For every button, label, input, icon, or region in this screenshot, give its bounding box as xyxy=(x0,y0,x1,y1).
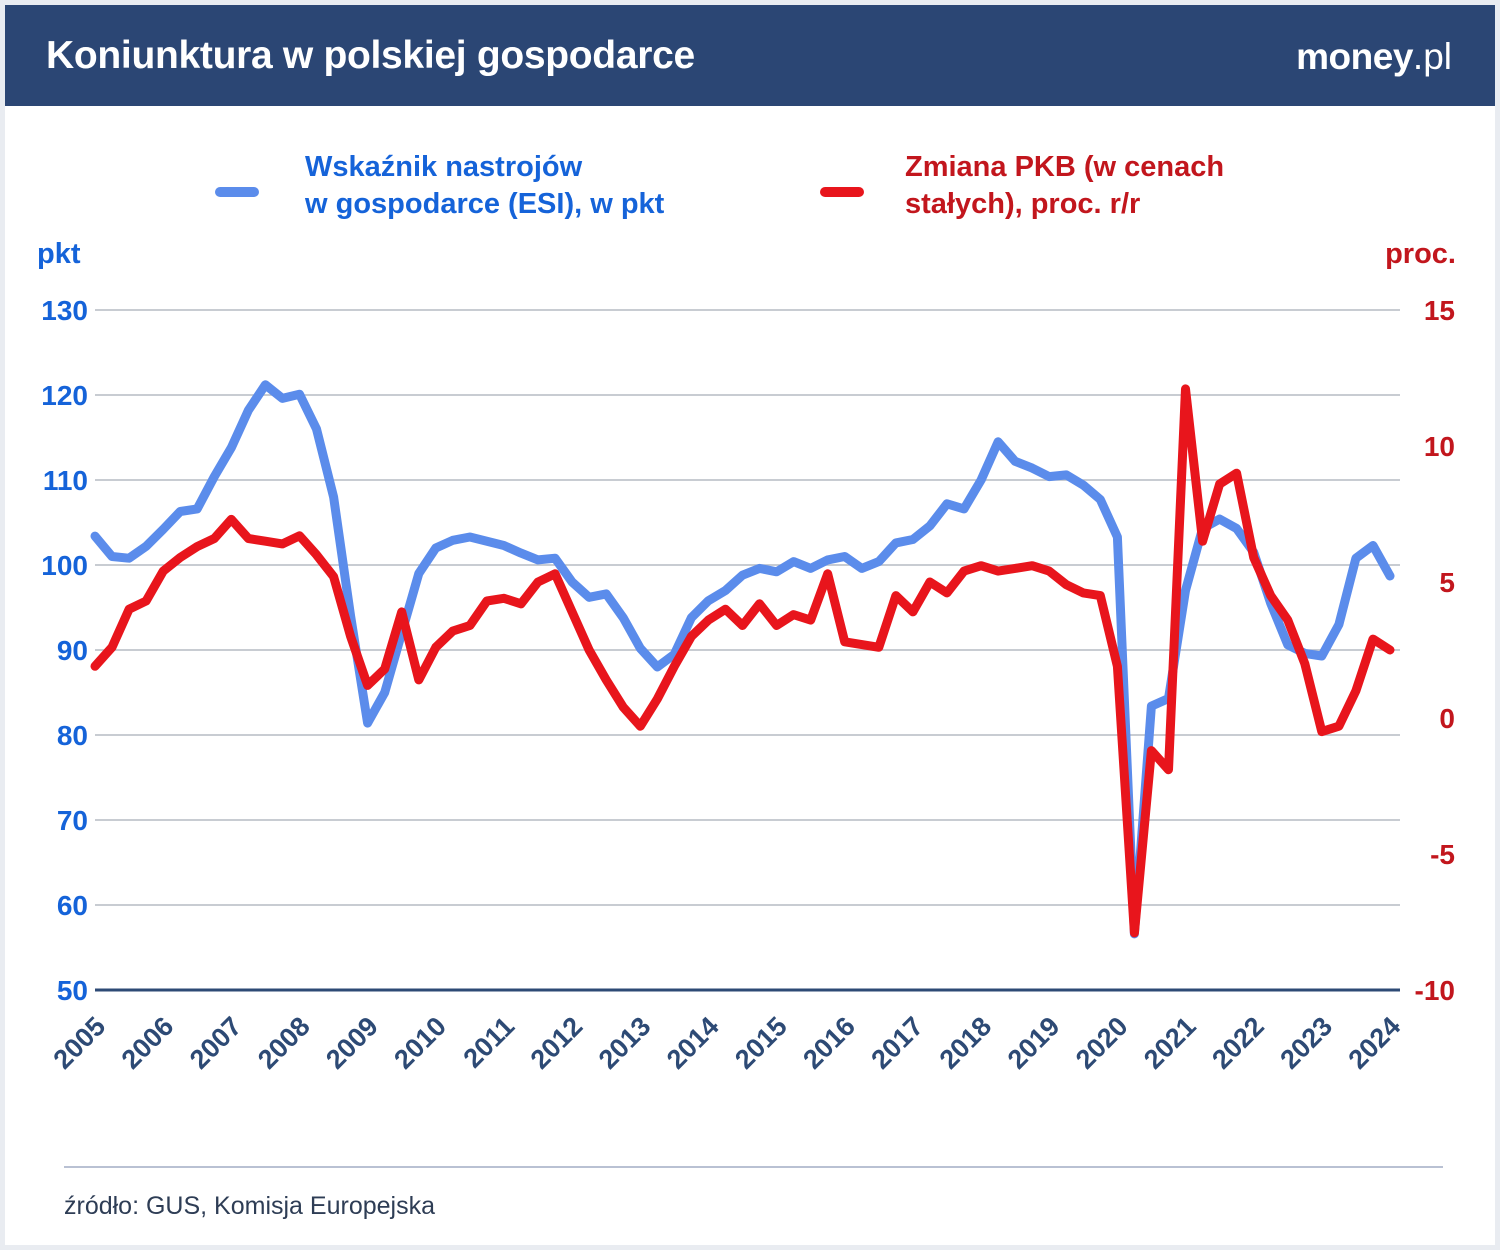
footer-divider xyxy=(64,1166,1443,1168)
x-axis-year-label: 2016 xyxy=(797,1011,861,1075)
x-axis-year-label: 2007 xyxy=(184,1011,248,1075)
x-axis-year-label: 2021 xyxy=(1138,1011,1202,1075)
left-axis-tick-label: 50 xyxy=(57,975,88,1006)
x-axis-year-label: 2014 xyxy=(661,1011,725,1075)
brand-name: money xyxy=(1296,36,1413,77)
left-axis-tick-label: 100 xyxy=(41,550,88,581)
brand-logo: money.pl xyxy=(1296,36,1452,78)
x-axis-year-label: 2010 xyxy=(388,1011,452,1075)
gdp-line xyxy=(90,384,1395,938)
legend-swatch-esi xyxy=(215,187,259,197)
right-axis-tick-label: 0 xyxy=(1439,703,1455,734)
x-axis-year-label: 2017 xyxy=(865,1011,929,1075)
legend-swatch-gdp xyxy=(820,187,864,197)
brand-suffix: .pl xyxy=(1412,36,1452,77)
left-axis-unit: pkt xyxy=(37,238,81,270)
x-axis-year-label: 2008 xyxy=(252,1011,316,1075)
right-axis-tick-label: 15 xyxy=(1424,295,1455,326)
right-axis-tick-label: 5 xyxy=(1439,567,1455,598)
legend-label-esi: Wskaźnik nastrojów w gospodarce (ESI), w… xyxy=(305,151,665,220)
x-axis-year-label: 2019 xyxy=(1002,1011,1066,1075)
x-axis-year-label: 2023 xyxy=(1274,1011,1338,1075)
left-axis-tick-label: 90 xyxy=(57,635,88,666)
right-axis-unit: proc. xyxy=(1385,238,1456,270)
x-axis-year-label: 2012 xyxy=(525,1011,589,1075)
left-axis-tick-label: 110 xyxy=(43,465,88,496)
left-axis-tick-label: 60 xyxy=(57,890,88,921)
x-axis-year-label: 2024 xyxy=(1343,1011,1407,1075)
x-axis-year-label: 2005 xyxy=(48,1011,112,1075)
x-axis-year-label: 2009 xyxy=(320,1011,384,1075)
x-axis-year-label: 2011 xyxy=(458,1011,521,1074)
source-note: źródło: GUS, Komisja Europejska xyxy=(64,1192,435,1220)
left-axis-tick-label: 120 xyxy=(41,380,88,411)
x-axis-year-label: 2022 xyxy=(1206,1011,1270,1075)
x-axis-year-label: 2018 xyxy=(934,1011,998,1075)
x-axis-year-label: 2006 xyxy=(116,1011,180,1075)
page-title: Koniunktura w polskiej gospodarce xyxy=(46,34,695,77)
right-axis-tick-label: -5 xyxy=(1430,839,1455,870)
left-axis-tick-label: 70 xyxy=(57,805,88,836)
right-axis-tick-label: 10 xyxy=(1424,431,1455,462)
left-axis-tick-label: 130 xyxy=(41,295,88,326)
x-axis-year-label: 2015 xyxy=(729,1011,793,1075)
right-axis-tick-label: -10 xyxy=(1415,975,1455,1006)
x-axis-year-label: 2013 xyxy=(593,1011,657,1075)
left-axis-tick-label: 80 xyxy=(57,720,88,751)
legend-label-gdp: Zmiana PKB (w cenach stałych), proc. r/r xyxy=(905,151,1225,220)
header-bar: Koniunktura w polskiej gospodarce money.… xyxy=(5,5,1495,106)
x-axis-year-label: 2020 xyxy=(1070,1011,1134,1075)
